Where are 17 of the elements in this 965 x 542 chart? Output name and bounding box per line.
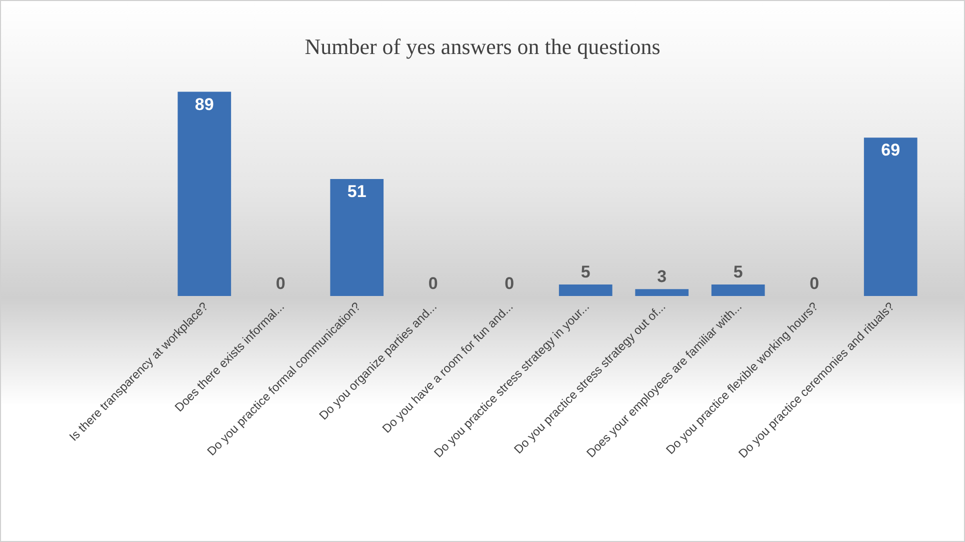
chart-title: Number of yes answers on the questions (304, 34, 660, 60)
data-label: 0 (428, 274, 438, 293)
data-label: 51 (347, 182, 366, 201)
bar (864, 138, 918, 296)
data-label: 89 (194, 94, 214, 114)
bar (558, 284, 612, 296)
bar (178, 92, 232, 296)
data-label: 5 (580, 262, 590, 282)
data-label: 0 (504, 274, 514, 293)
data-label: 69 (881, 140, 900, 160)
data-label: 0 (810, 274, 820, 293)
data-label: 3 (657, 267, 667, 286)
data-label: 0 (276, 274, 286, 293)
data-label: 5 (733, 262, 743, 282)
bar (330, 178, 384, 296)
bar (635, 289, 689, 296)
bar (711, 284, 765, 296)
